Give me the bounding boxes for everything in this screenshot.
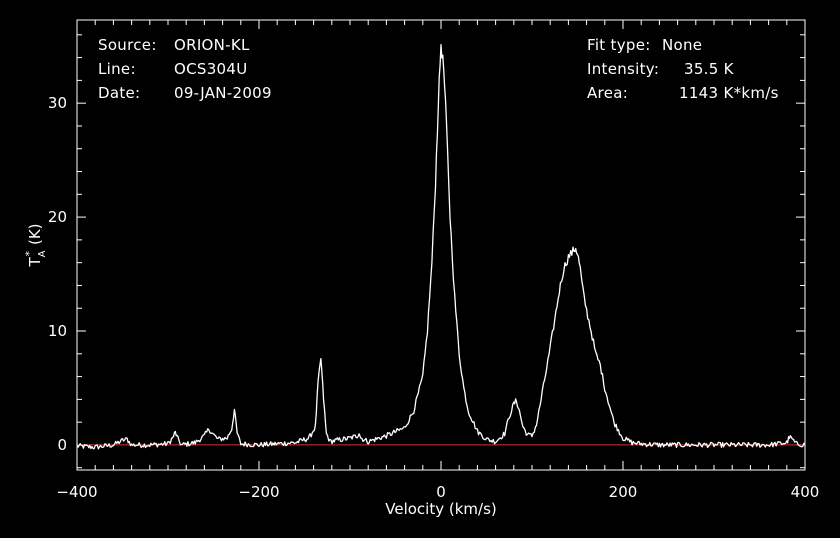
y-axis-label: TA* (K) — [23, 223, 48, 267]
info-label: Date: — [98, 84, 141, 102]
plot-frame — [76, 19, 806, 471]
info-label: Fit type: — [587, 36, 651, 54]
x-tick-labels: −400 −200 0 200 400 — [56, 483, 819, 501]
x-tick-label: −200 — [238, 483, 279, 501]
y-tick-labels: 0 10 20 30 — [48, 94, 67, 454]
y-tick-label: 20 — [48, 208, 67, 226]
info-value: 35.5 K — [684, 60, 734, 78]
info-value: ORION-KL — [174, 36, 250, 54]
x-tick-label: 400 — [791, 483, 820, 501]
y-axis-label-main: T — [26, 257, 44, 268]
x-tick-label: −400 — [56, 483, 97, 501]
x-axis-label: Velocity (km/s) — [385, 500, 496, 518]
svg-text:TA*(K): TA* (K) — [23, 223, 48, 267]
info-label: Intensity: — [587, 60, 660, 78]
info-label: Source: — [98, 36, 157, 54]
info-value: None — [662, 36, 703, 54]
y-axis-label-sup: * — [23, 251, 36, 257]
x-tick-label: 0 — [436, 483, 446, 501]
info-value: 1143 K*km/s — [679, 84, 779, 102]
spectrum-series-line — [76, 44, 806, 450]
info-label: Area: — [587, 84, 629, 102]
y-tick-label: 30 — [48, 94, 67, 112]
info-value: 09-JAN-2009 — [174, 84, 272, 102]
info-value: OCS304U — [174, 60, 248, 78]
y-tick-label: 10 — [48, 322, 67, 340]
y-tick-label: 0 — [57, 436, 67, 454]
y-axis-label-unit: (K) — [26, 223, 44, 245]
axis-ticks — [76, 20, 806, 470]
y-axis-label-sub: A — [37, 250, 48, 257]
x-tick-label: 200 — [609, 483, 638, 501]
info-label: Line: — [98, 60, 136, 78]
